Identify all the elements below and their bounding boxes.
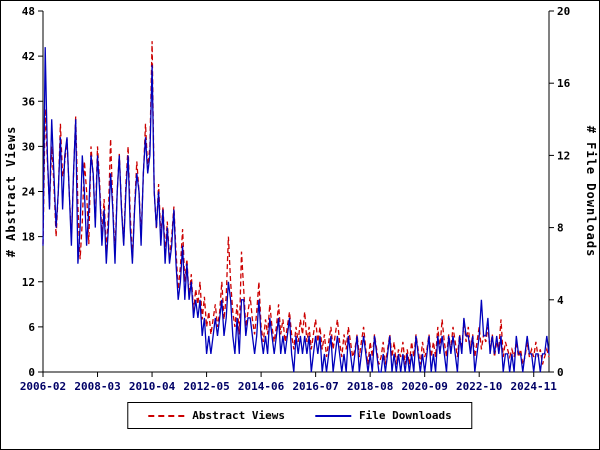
legend-item-file-downloads: File Downloads [315,409,452,422]
x-axis-tick-label: 2006-02 [20,380,66,393]
x-axis-tick-label: 2024-11 [511,380,558,393]
x-axis-tick-label: 2010-04 [129,380,176,393]
x-axis-tick-label: 2014-06 [238,380,285,393]
left-axis-tick-label: 18 [22,231,35,244]
left-axis-tick-label: 12 [22,276,35,289]
legend-item-abstract-views: Abstract Views [148,409,285,422]
x-axis-tick-label: 2022-10 [456,380,502,393]
legend-line-abstract-views [148,414,185,417]
right-axis-tick-label: 16 [557,77,571,90]
right-axis-tick-label: 4 [557,294,564,307]
legend-label-abstract-views: Abstract Views [192,409,285,422]
right-axis-tick-label: 0 [557,366,564,379]
right-axis-tick-label: 8 [557,222,564,235]
left-axis-tick-label: 42 [22,50,35,63]
legend-line-file-downloads [315,414,351,417]
left-axis-tick-label: 48 [22,5,35,18]
x-axis-tick-label: 2016-07 [292,380,338,393]
series-line-file-downloads [42,47,550,373]
legend: Abstract Views File Downloads [127,402,473,429]
right-axis-tick-label: 20 [557,5,570,18]
series-line-abstract-views [42,41,550,365]
left-axis-tick-label: 36 [22,95,36,108]
y-axis-label-left: # Abstract Views [4,126,18,258]
left-axis-tick-label: 6 [28,321,35,334]
x-axis-tick-label: 2012-05 [183,380,229,393]
right-axis-tick-label: 12 [557,149,570,162]
left-axis-tick-label: 30 [22,140,35,153]
left-axis-tick-label: 24 [22,186,36,199]
x-axis-tick-label: 2018-08 [347,380,393,393]
legend-label-file-downloads: File Downloads [359,409,452,422]
x-axis-tick-label: 2020-09 [402,380,448,393]
x-axis-tick-label: 2008-03 [74,380,120,393]
y-axis-label-right: # File Downloads [584,126,598,258]
left-axis-tick-label: 0 [28,366,35,379]
